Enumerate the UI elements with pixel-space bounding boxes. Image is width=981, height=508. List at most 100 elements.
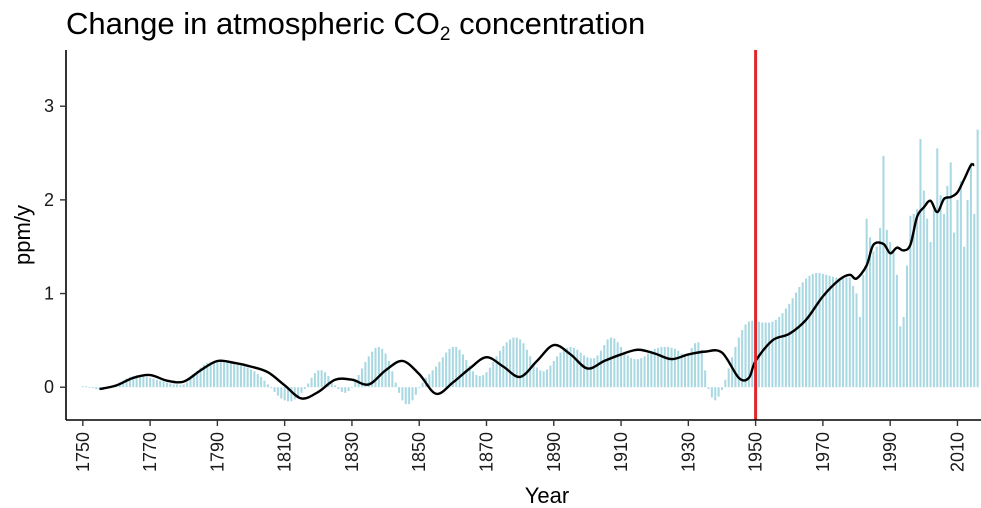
bar-1786 [202, 364, 205, 388]
bar-1967 [811, 273, 814, 388]
bar-1995 [905, 265, 908, 388]
bar-1769 [145, 376, 148, 388]
bar-1934 [700, 349, 703, 388]
x-tick-label-1910: 1910 [611, 432, 631, 472]
bar-1885 [535, 367, 538, 388]
bar-1834 [364, 361, 367, 388]
bar-1925 [670, 347, 673, 388]
bar-1856 [438, 361, 441, 388]
x-tick-label-1810: 1810 [275, 432, 295, 472]
bar-1922 [660, 346, 663, 388]
bar-1955 [771, 321, 774, 388]
bar-1812 [290, 387, 293, 402]
bar-1818 [310, 377, 313, 388]
bar-2000 [922, 190, 925, 388]
bar-1783 [192, 375, 195, 388]
bar-1853 [428, 374, 431, 388]
chart-title-prefix: Change in atmospheric CO [66, 6, 440, 41]
bar-1963 [798, 286, 801, 388]
chart-title-subscript: 2 [439, 24, 451, 45]
bar-1985 [872, 251, 875, 388]
bar-1777 [172, 384, 175, 388]
bar-1754 [95, 387, 98, 390]
bar-1892 [559, 352, 562, 388]
bar-1966 [808, 275, 811, 388]
bar-1789 [213, 360, 216, 388]
x-tick-label-1770: 1770 [140, 432, 160, 472]
bar-1987 [879, 227, 882, 388]
bar-1785 [199, 367, 202, 388]
bar-1971 [825, 274, 828, 388]
bar-1999 [919, 138, 922, 388]
bar-1894 [566, 347, 569, 388]
bar-1988 [882, 155, 885, 388]
bar-1764 [128, 376, 131, 388]
bar-1763 [125, 378, 128, 388]
bar-1984 [868, 237, 871, 388]
bar-1986 [875, 246, 878, 388]
bar-1849 [414, 387, 417, 395]
x-tick-label-1850: 1850 [409, 432, 429, 472]
bar-1883 [529, 356, 532, 388]
bar-1828 [344, 387, 347, 393]
bar-1765 [132, 375, 135, 388]
bar-2012 [963, 246, 966, 388]
x-axis-title: Year [525, 483, 569, 508]
bar-1779 [179, 385, 182, 388]
bar-1762 [122, 380, 125, 388]
bar-1787 [206, 362, 209, 388]
bar-1983 [865, 218, 868, 388]
bar-1948 [747, 321, 750, 388]
bar-1871 [488, 367, 491, 388]
chart-title: Change in atmospheric CO2 concentration [66, 6, 645, 46]
bar-1939 [717, 387, 720, 397]
chart-title-suffix: concentration [450, 6, 646, 41]
bar-1882 [525, 349, 528, 388]
y-tick-label-0: 0 [44, 377, 54, 397]
axes-layer: 0 1 2 3 1750 1770 1790 1810 1830 1850 1870 1890 1910… [44, 50, 981, 472]
bar-1897 [576, 349, 579, 388]
x-tick-label-1890: 1890 [544, 432, 564, 472]
bar-1817 [307, 383, 310, 388]
bar-2008 [949, 162, 952, 388]
bar-1865 [468, 365, 471, 388]
bar-1927 [677, 350, 680, 388]
bar-1916 [640, 358, 643, 388]
bar-1978 [848, 277, 851, 388]
bar-1880 [519, 339, 522, 388]
bar-2007 [946, 185, 949, 388]
bar-1974 [835, 277, 838, 388]
bar-1952 [761, 322, 764, 388]
bar-1919 [650, 350, 653, 388]
bar-1914 [633, 359, 636, 388]
bar-1895 [569, 346, 572, 388]
bar-1873 [495, 356, 498, 388]
bar-1844 [398, 387, 401, 393]
bar-1942 [727, 368, 730, 388]
bar-1823 [327, 375, 330, 388]
bar-1863 [461, 354, 464, 388]
bar-1933 [697, 342, 700, 388]
bar-1905 [603, 345, 606, 388]
bar-1809 [280, 387, 283, 399]
bar-1842 [391, 371, 394, 388]
bar-1771 [152, 378, 155, 388]
bar-1791 [219, 360, 222, 388]
bar-1752 [88, 387, 91, 388]
bar-1938 [714, 387, 717, 401]
bar-1935 [704, 370, 707, 388]
bar-1956 [774, 319, 777, 388]
bar-1811 [287, 387, 290, 402]
bar-1929 [683, 355, 686, 388]
bar-1835 [367, 356, 370, 388]
bar-1917 [643, 356, 646, 388]
bar-1946 [741, 330, 744, 388]
bar-1826 [337, 387, 340, 390]
bar-1766 [135, 375, 138, 388]
bar-1890 [552, 360, 555, 388]
bar-1855 [435, 366, 438, 388]
bar-1969 [818, 272, 821, 388]
bar-1992 [895, 274, 898, 388]
bar-1819 [313, 373, 316, 388]
bar-1915 [636, 359, 639, 388]
